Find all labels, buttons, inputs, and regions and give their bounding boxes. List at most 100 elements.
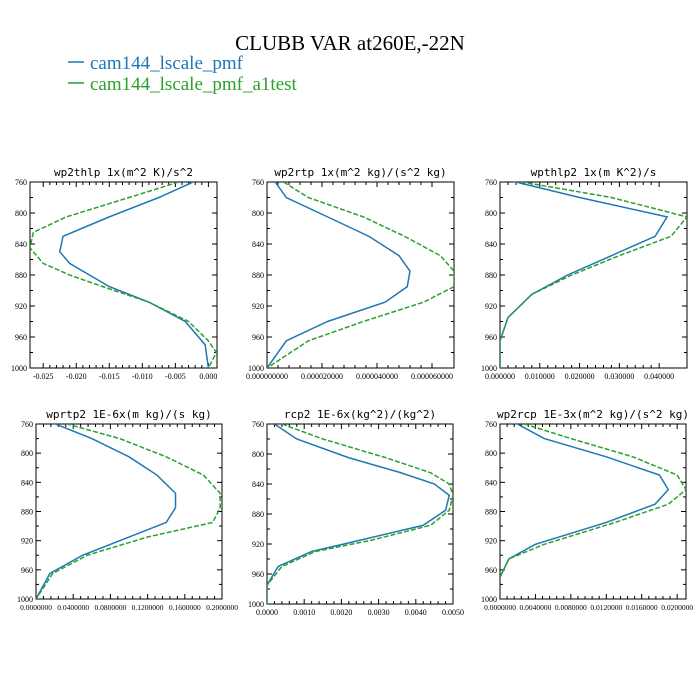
chart-panel-2: wp2rtp 1x(m^2 kg)/(s^2 kg) 760 800 840 880 92…	[246, 166, 455, 381]
x-tick-label: 0.000	[199, 372, 217, 381]
legend-label-1: cam144_lscale_pmf	[90, 53, 244, 74]
y-tick-label: 800	[21, 449, 33, 458]
y-tick-label: 1000	[481, 364, 497, 373]
y-tick-label: 1000	[11, 364, 27, 373]
series-line-1	[500, 182, 669, 368]
chart-panels: wp2thlp 1x(m^2 K)/s^2 760 800 840 880 920 960 1…	[11, 166, 693, 617]
y-tick-label: 920	[252, 540, 264, 549]
y-tick-label: 800	[252, 450, 264, 459]
x-tick-label: 0.0160000	[626, 603, 658, 612]
y-tick-label: 760	[21, 420, 33, 429]
y-tick-label: 760	[485, 178, 497, 187]
chart-panel-1: wp2thlp 1x(m^2 K)/s^2 760 800 840 880 920 960 1…	[11, 166, 218, 381]
y-tick-label: 920	[15, 302, 27, 311]
series-line-2	[500, 424, 686, 578]
series-line-2	[500, 182, 687, 368]
x-tick-label: -0.005	[165, 372, 186, 381]
x-tick-label: 0.0040000	[519, 603, 551, 612]
chart-panel-6: wp2rcp 1E-3x(m^2 kg)/(s^2 kg)760 800 840 88…	[481, 408, 693, 612]
series-line-1	[267, 182, 411, 368]
x-tick-label: 0.0030	[368, 608, 390, 617]
panel-title: wprtp2 1E-6x(m kg)/(s kg)	[46, 408, 212, 421]
y-tick-label: 840	[21, 478, 33, 487]
series-line-2	[267, 424, 453, 604]
y-tick-label: 880	[252, 510, 264, 519]
y-tick-label: 960	[15, 333, 27, 342]
y-tick-label: 1000	[248, 600, 264, 609]
series-line-1	[36, 424, 177, 599]
y-tick-label: 840	[252, 480, 264, 489]
panel-title: rcp2 1E-6x(kg^2)/(kg^2)	[284, 408, 436, 421]
y-tick-label: 840	[15, 240, 27, 249]
y-tick-label: 1000	[248, 364, 264, 373]
series-line-2	[30, 182, 217, 368]
y-tick-label: 920	[252, 302, 264, 311]
x-tick-label: 0.000040000	[356, 372, 398, 381]
x-tick-label: -0.025	[33, 372, 54, 381]
x-tick-label: 0.000060000	[411, 372, 453, 381]
y-tick-label: 960	[485, 566, 497, 575]
y-tick-label: 800	[252, 209, 264, 218]
x-tick-label: 0.0400000	[57, 603, 89, 612]
legend-label-2: cam144_lscale_pmf_a1test	[90, 74, 298, 95]
y-tick-label: 1000	[481, 595, 497, 604]
series-line-2	[36, 424, 221, 599]
y-tick-label: 760	[252, 420, 264, 429]
x-tick-label: 0.0200000	[661, 603, 693, 612]
figure-title: CLUBB VAR at260E,-22N	[235, 31, 465, 55]
x-tick-label: 0.0040	[405, 608, 427, 617]
chart-panel-5: rcp2 1E-6x(kg^2)/(kg^2) 760 800 840 880 920 96…	[248, 408, 464, 617]
y-tick-label: 880	[21, 508, 33, 517]
x-tick-label: -0.015	[99, 372, 120, 381]
x-tick-label: 0.0000	[256, 608, 278, 617]
y-tick-label: 960	[21, 566, 33, 575]
x-tick-label: 0.0000000	[20, 603, 52, 612]
y-tick-label: 880	[485, 508, 497, 517]
y-tick-label: 760	[252, 178, 264, 187]
x-tick-label: 0.040000	[644, 372, 674, 381]
x-tick-label: 0.0800000	[94, 603, 126, 612]
y-tick-label: 760	[485, 420, 497, 429]
y-tick-label: 800	[485, 209, 497, 218]
x-tick-label: 0.1600000	[169, 603, 201, 612]
y-tick-label: 880	[252, 271, 264, 280]
x-tick-label: 0.010000	[525, 372, 555, 381]
panel-title: wp2thlp 1x(m^2 K)/s^2	[54, 166, 193, 179]
x-tick-label: 0.020000	[565, 372, 595, 381]
x-tick-label: -0.010	[132, 372, 153, 381]
series-line-1	[267, 424, 451, 604]
y-tick-label: 880	[15, 271, 27, 280]
series-line-1	[58, 182, 210, 368]
y-tick-label: 840	[485, 478, 497, 487]
y-tick-label: 840	[252, 240, 264, 249]
x-tick-label: 0.000000	[485, 372, 515, 381]
x-tick-label: 0.0050	[442, 608, 464, 617]
panel-title: wp2rtp 1x(m^2 kg)/(s^2 kg)	[274, 166, 446, 179]
y-tick-label: 760	[15, 178, 27, 187]
x-tick-label: 0.1200000	[132, 603, 164, 612]
y-tick-label: 960	[252, 333, 264, 342]
x-tick-label: 0.000020000	[301, 372, 343, 381]
x-tick-label: 0.0080000	[555, 603, 587, 612]
x-tick-label: -0.020	[66, 372, 87, 381]
y-tick-label: 840	[485, 240, 497, 249]
chart-panel-4: wprtp2 1E-6x(m kg)/(s kg) 760 800 840 880 920…	[17, 408, 238, 612]
panel-title: wpthlp2 1x(m K^2)/s	[531, 166, 657, 179]
y-tick-label: 800	[485, 449, 497, 458]
legend: cam144_lscale_pmf cam144_lscale_pmf_a1te…	[68, 53, 298, 95]
panel-title: wp2rcp 1E-3x(m^2 kg)/(s^2 kg)	[497, 408, 689, 421]
x-tick-label: 0.000000000	[246, 372, 288, 381]
x-tick-label: 0.0020	[330, 608, 352, 617]
y-tick-label: 960	[485, 333, 497, 342]
x-tick-label: 0.0120000	[590, 603, 622, 612]
y-tick-label: 920	[21, 537, 33, 546]
y-tick-label: 920	[485, 302, 497, 311]
y-tick-label: 920	[485, 537, 497, 546]
y-tick-label: 800	[15, 209, 27, 218]
y-tick-label: 1000	[17, 595, 33, 604]
x-tick-label: 0.0010	[293, 608, 315, 617]
y-tick-label: 960	[252, 570, 264, 579]
chart-panel-3: wpthlp2 1x(m K^2)/s 760 800 840 880 920 960 100…	[481, 166, 688, 381]
